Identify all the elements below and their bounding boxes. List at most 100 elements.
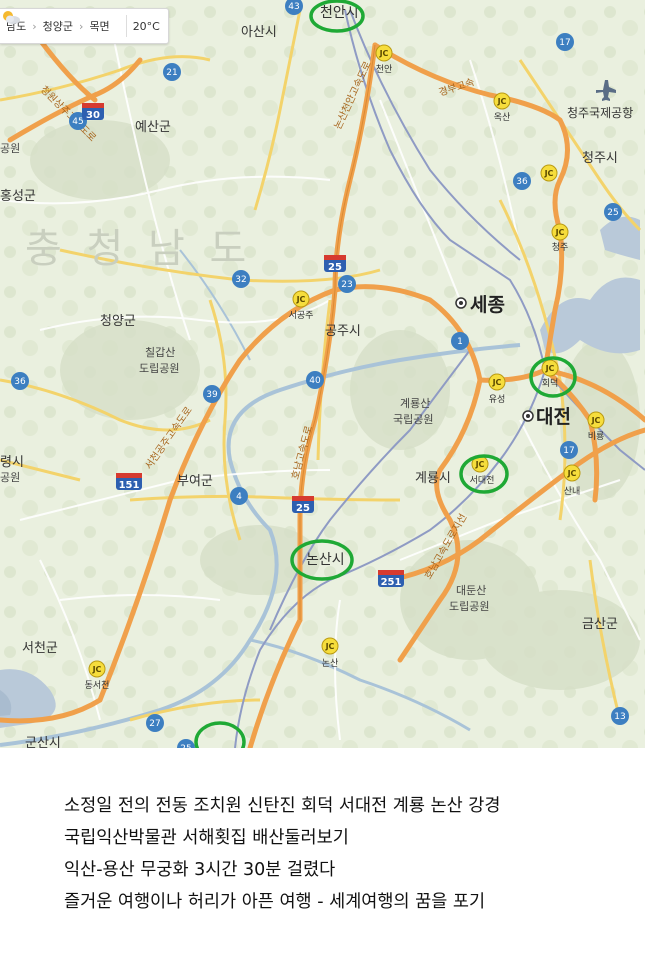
caption-line-4: 즐거운 여행이나 허리가 아픈 여행 - 세계여행의 꿈을 포기 xyxy=(64,892,486,912)
sejong-marker xyxy=(455,297,467,309)
svg-text:23: 23 xyxy=(341,280,352,290)
caption-line-1: 소정일 전의 전동 조치원 신탄진 회덕 서대전 계룡 논산 강경 xyxy=(64,796,501,816)
svg-text:JC: JC xyxy=(591,416,601,425)
park-chilgapsan-name: 칠갑산 xyxy=(145,346,175,359)
daejeon-marker xyxy=(522,410,534,422)
airplane-icon xyxy=(596,80,616,101)
route-badge: 4 xyxy=(230,487,248,505)
highlight-hoedeok xyxy=(529,356,577,398)
city-nonsan: 논산시 xyxy=(306,552,345,568)
route-badge: 23 xyxy=(338,275,356,293)
breadcrumb-town[interactable]: 목면 xyxy=(89,20,110,33)
svg-text:36: 36 xyxy=(14,377,26,387)
city-hongseong: 홍성군 xyxy=(0,189,36,204)
highlight-south xyxy=(194,721,246,748)
park-gyeryongsan-type: 국립공원 xyxy=(393,413,433,426)
city-cheonan: 천안시 xyxy=(320,5,359,21)
route-badge: 43 xyxy=(285,0,303,15)
city-markers xyxy=(455,297,534,422)
route-badge: 1 xyxy=(451,332,469,350)
svg-text:유성: 유성 xyxy=(489,394,506,405)
svg-text:JC: JC xyxy=(475,460,485,469)
svg-text:JC: JC xyxy=(497,97,507,106)
jc-seogongju: JC 서공주 xyxy=(289,290,313,321)
city-gunsan: 군산시 xyxy=(25,736,61,748)
svg-text:JC: JC xyxy=(325,642,335,651)
svg-text:1: 1 xyxy=(457,337,463,347)
svg-text:21: 21 xyxy=(166,68,177,78)
svg-text:JC: JC xyxy=(567,469,577,478)
svg-text:옥산: 옥산 xyxy=(494,112,511,123)
city-cheongyang: 청양군 xyxy=(100,314,136,329)
map-canvas[interactable]: 논산천안고속도로 경부고속 서천공주고속도로 호남고속도로 호남고속도로지선 청… xyxy=(0,0,645,748)
route-badge: 13 xyxy=(611,707,629,725)
jc-okcheon: JC 옥산 xyxy=(493,92,511,123)
svg-text:동서천: 동서천 xyxy=(85,680,110,691)
route-badge: 17 xyxy=(560,441,578,459)
jc-yuseong: JC 유성 xyxy=(488,373,506,405)
svg-text:25: 25 xyxy=(607,208,618,218)
svg-text:36: 36 xyxy=(516,177,528,187)
shield-25-south: 25 xyxy=(292,496,314,514)
route-badges: 43 17 21 45 36 25 32 23 1 40 39 36 4 17 … xyxy=(11,0,629,748)
svg-text:JC: JC xyxy=(555,228,565,237)
svg-text:JC: JC xyxy=(544,169,554,178)
map-view[interactable]: 논산천안고속도로 경부고속 서천공주고속도로 호남고속도로 호남고속도로지선 청… xyxy=(0,0,645,748)
city-daejeon: 대전 xyxy=(536,406,571,428)
route-badge: 40 xyxy=(306,371,324,389)
svg-text:회덕: 회덕 xyxy=(542,378,559,389)
svg-text:JC: JC xyxy=(545,364,555,373)
route-badge: 39 xyxy=(203,385,221,403)
route-badge: 36 xyxy=(11,372,29,390)
jc-hoedeok: JC 회덕 xyxy=(541,359,559,389)
svg-text:25: 25 xyxy=(180,744,191,748)
svg-text:25: 25 xyxy=(296,503,310,514)
svg-text:151: 151 xyxy=(119,480,140,491)
city-cheongju: 청주시 xyxy=(582,151,618,166)
park-chilgapsan-type: 도립공원 xyxy=(139,362,179,375)
city-gyeryong: 계룡시 xyxy=(415,471,451,486)
svg-text:40: 40 xyxy=(309,376,321,386)
svg-text:JC: JC xyxy=(379,49,389,58)
city-geumsan: 금산군 xyxy=(582,617,618,632)
chevron-right-icon: › xyxy=(32,19,37,33)
svg-text:30: 30 xyxy=(86,110,100,121)
divider xyxy=(125,15,127,37)
region-label-chungnam: 충 청 남 도 xyxy=(25,226,252,272)
city-sejong: 세종 xyxy=(470,294,505,316)
breadcrumb-county[interactable]: 청양군 xyxy=(42,20,74,33)
route-highlights xyxy=(194,0,577,748)
route-badge: 17 xyxy=(556,33,574,51)
highlight-seodaejeon xyxy=(459,454,509,494)
svg-text:25: 25 xyxy=(328,262,342,273)
expressway-outline xyxy=(299,44,376,620)
city-asan: 아산시 xyxy=(241,25,277,40)
route-badge: 36 xyxy=(513,172,531,190)
shield-30: 30 xyxy=(82,103,104,121)
junction-markers: JC 천안 JC 옥산 JC JC 청주 JC 서공주 JC 회덕 JC 유성 JC 비룡 J… xyxy=(85,44,605,691)
park-west-1: 공원 xyxy=(0,142,20,155)
jc-sannae: JC 산내 xyxy=(563,464,581,497)
water-bodies xyxy=(0,216,640,728)
svg-text:청주: 청주 xyxy=(552,242,569,253)
svg-text:251: 251 xyxy=(381,577,402,588)
caption-line-2: 국립익산박물관 서해횟집 배산둘러보기 xyxy=(64,828,349,848)
highlight-nonsan xyxy=(290,539,354,581)
jc-biryong: JC 비룡 xyxy=(587,411,605,442)
jc-north-cheongju: JC xyxy=(540,164,558,182)
park-gyeryongsan-name: 계룡산 xyxy=(400,397,430,410)
route-badge: 27 xyxy=(146,714,164,732)
jc-cheonan: JC 천안 xyxy=(375,44,393,75)
rivers xyxy=(0,249,521,747)
park-daedunsan-type: 도립공원 xyxy=(449,600,489,613)
weather-widget[interactable]: 20°C xyxy=(3,11,160,33)
shield-25-north: 25 xyxy=(324,255,346,273)
svg-text:45: 45 xyxy=(72,117,83,127)
temperature-text: 20°C xyxy=(132,19,160,33)
svg-text:4: 4 xyxy=(236,492,242,502)
svg-text:산내: 산내 xyxy=(564,486,581,497)
shield-251: 251 xyxy=(378,570,404,588)
svg-text:27: 27 xyxy=(149,719,160,729)
city-boryeong: 령시 xyxy=(0,455,24,470)
park-west-2: 공원 xyxy=(0,471,20,484)
